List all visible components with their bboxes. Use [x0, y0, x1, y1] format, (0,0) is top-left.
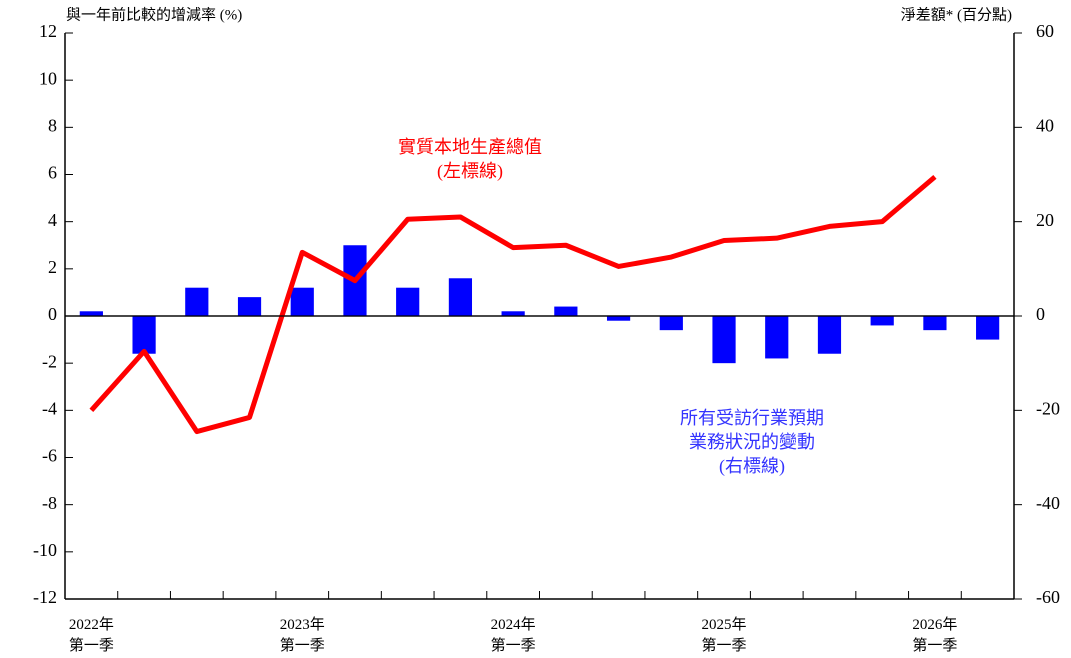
y-tick-label: -8: [42, 493, 57, 513]
x-tick-label: 2024年第一季: [491, 616, 536, 654]
y-tick-label: -2: [42, 351, 57, 371]
x-tick-label: 2025年第一季: [702, 616, 747, 654]
y-tick-label: 10: [39, 68, 57, 88]
y-tick-label: -6: [42, 446, 57, 466]
y2-tick-label: -60: [1036, 587, 1060, 607]
y-tick-label: 6: [48, 163, 57, 183]
bar: [290, 287, 314, 316]
x-tick-label: 2026年第一季: [912, 616, 957, 654]
y2-tick-label: 0: [1036, 304, 1045, 324]
bar: [79, 311, 103, 316]
y2-tick-label: 40: [1036, 115, 1054, 135]
bar: [765, 316, 789, 359]
bar: [396, 287, 420, 316]
x-tick-label: 2023年第一季: [280, 616, 325, 654]
y-tick-label: -12: [33, 587, 57, 607]
y2-tick-label: 20: [1036, 210, 1054, 230]
bar: [712, 316, 736, 364]
y-tick-label: 2: [48, 257, 57, 277]
y-tick-label: -10: [33, 540, 57, 560]
bar: [817, 316, 842, 354]
annotation: 實質本地生產總值(左標線): [398, 137, 542, 182]
y-tick-label: 4: [48, 210, 57, 230]
bar: [237, 297, 262, 316]
y-tick-label: -4: [42, 398, 57, 418]
bar: [132, 316, 156, 354]
y2-tick-label: -40: [1036, 493, 1060, 513]
y-tick-label: 12: [39, 21, 57, 41]
line: [89, 174, 937, 435]
y2-axis-title: 淨差額* (百分點): [901, 6, 1012, 23]
y2-tick-label: 60: [1036, 21, 1054, 41]
bar: [185, 287, 209, 316]
bar: [501, 311, 525, 316]
y2-tick-label: -20: [1036, 398, 1060, 418]
bar: [659, 316, 683, 331]
annotation: 所有受訪行業預期業務狀況的變動(右標線): [680, 408, 824, 477]
bar: [976, 316, 1000, 340]
bar: [870, 316, 894, 326]
y-tick-label: 8: [48, 115, 57, 135]
bar: [923, 316, 947, 331]
x-tick-label: 2022年第一季: [69, 616, 114, 654]
bar: [448, 278, 473, 316]
bar: [554, 306, 578, 316]
y-axis-title: 與一年前比較的增減率 (%): [66, 5, 242, 23]
y-tick-label: 0: [48, 304, 57, 324]
bar: [606, 316, 631, 321]
